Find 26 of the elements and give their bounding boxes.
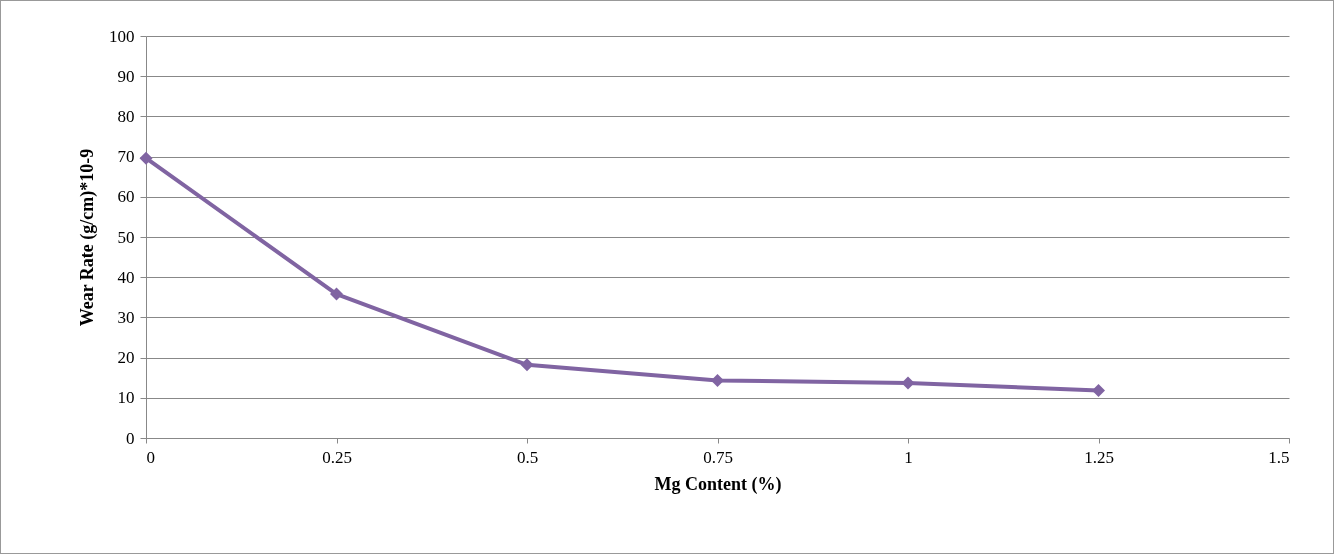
y-tick-label: 80 — [117, 106, 135, 126]
x-tick-label: 1.5 — [1268, 447, 1290, 467]
y-tick-label: 60 — [117, 187, 135, 207]
y-tick-label: 20 — [117, 348, 135, 368]
point — [520, 358, 534, 372]
x-tick-label: 0.5 — [516, 447, 539, 467]
y-tick-label: 40 — [117, 267, 135, 287]
point — [329, 287, 344, 301]
x-tick-label: 0.75 — [703, 447, 733, 467]
point — [901, 376, 915, 390]
x-tick-label: 0.25 — [322, 447, 352, 467]
y-tick-label: 100 — [109, 26, 135, 46]
point — [139, 151, 153, 165]
point — [710, 374, 725, 388]
x-tick-label: 1.25 — [1084, 447, 1114, 467]
y-tick-label: 50 — [117, 227, 135, 247]
x-axis-title: Mg Content (%) — [654, 473, 782, 495]
y-tick-label: 0 — [126, 428, 135, 448]
x-tick-label: 1 — [904, 447, 913, 467]
y-tick-label: 90 — [117, 66, 135, 86]
y-tick-label: 70 — [117, 147, 135, 167]
y-axis-title: Wear Rate (g/cm)*10-9 — [77, 148, 98, 327]
y-tick-label: 10 — [117, 388, 135, 408]
x-tick-label: 0 — [146, 447, 155, 467]
y-tick-label: 30 — [117, 307, 135, 327]
point — [1091, 384, 1106, 398]
